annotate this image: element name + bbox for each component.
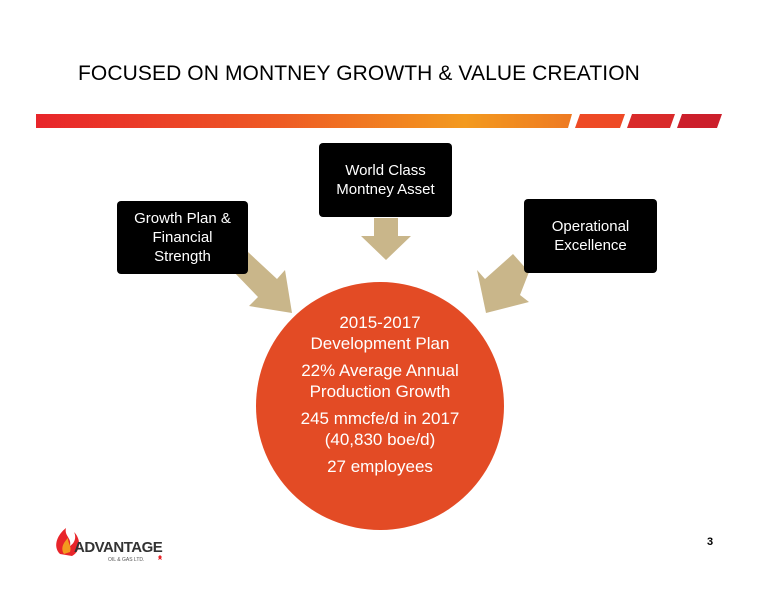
svg-text:OIL & GAS LTD.: OIL & GAS LTD. [108,557,144,563]
production-rate-text: 245 mmcfe/d in 2017 (40,830 boe/d) [300,409,460,449]
employees-text: 27 employees [327,457,433,476]
operational-excellence-box: Operational Excellence [524,199,657,273]
growth-plan-label: Growth Plan & Financial Strength [134,210,231,265]
development-plan-circle: 2015-2017 Development Plan 22% Average A… [256,282,504,530]
development-plan-text: 2015-2017 Development Plan [310,313,450,353]
band-slat-2 [627,114,675,128]
band-slat-1 [575,114,625,128]
gradient-bar [36,114,572,128]
operational-excellence-label: Operational Excellence [551,218,630,254]
right-arrow-icon [477,254,529,313]
production-growth-text: 22% Average Annual Production Growth [301,361,459,401]
maple-leaf-icon [158,555,162,560]
header-gradient-band [36,114,722,128]
band-slat-3 [677,114,722,128]
montney-asset-box: World Class Montney Asset [319,143,452,217]
page-number: 3 [707,536,714,548]
advantage-logo: ADVANTAGE OIL & GAS LTD. [56,528,163,563]
slide-title: FOCUSED ON MONTNEY GROWTH & VALUE CREATI… [78,62,640,85]
svg-text:ADVANTAGE: ADVANTAGE [74,539,163,556]
top-arrow-icon [361,218,411,260]
montney-asset-label: World Class Montney Asset [336,162,435,198]
growth-plan-box: Growth Plan & Financial Strength [117,201,248,274]
